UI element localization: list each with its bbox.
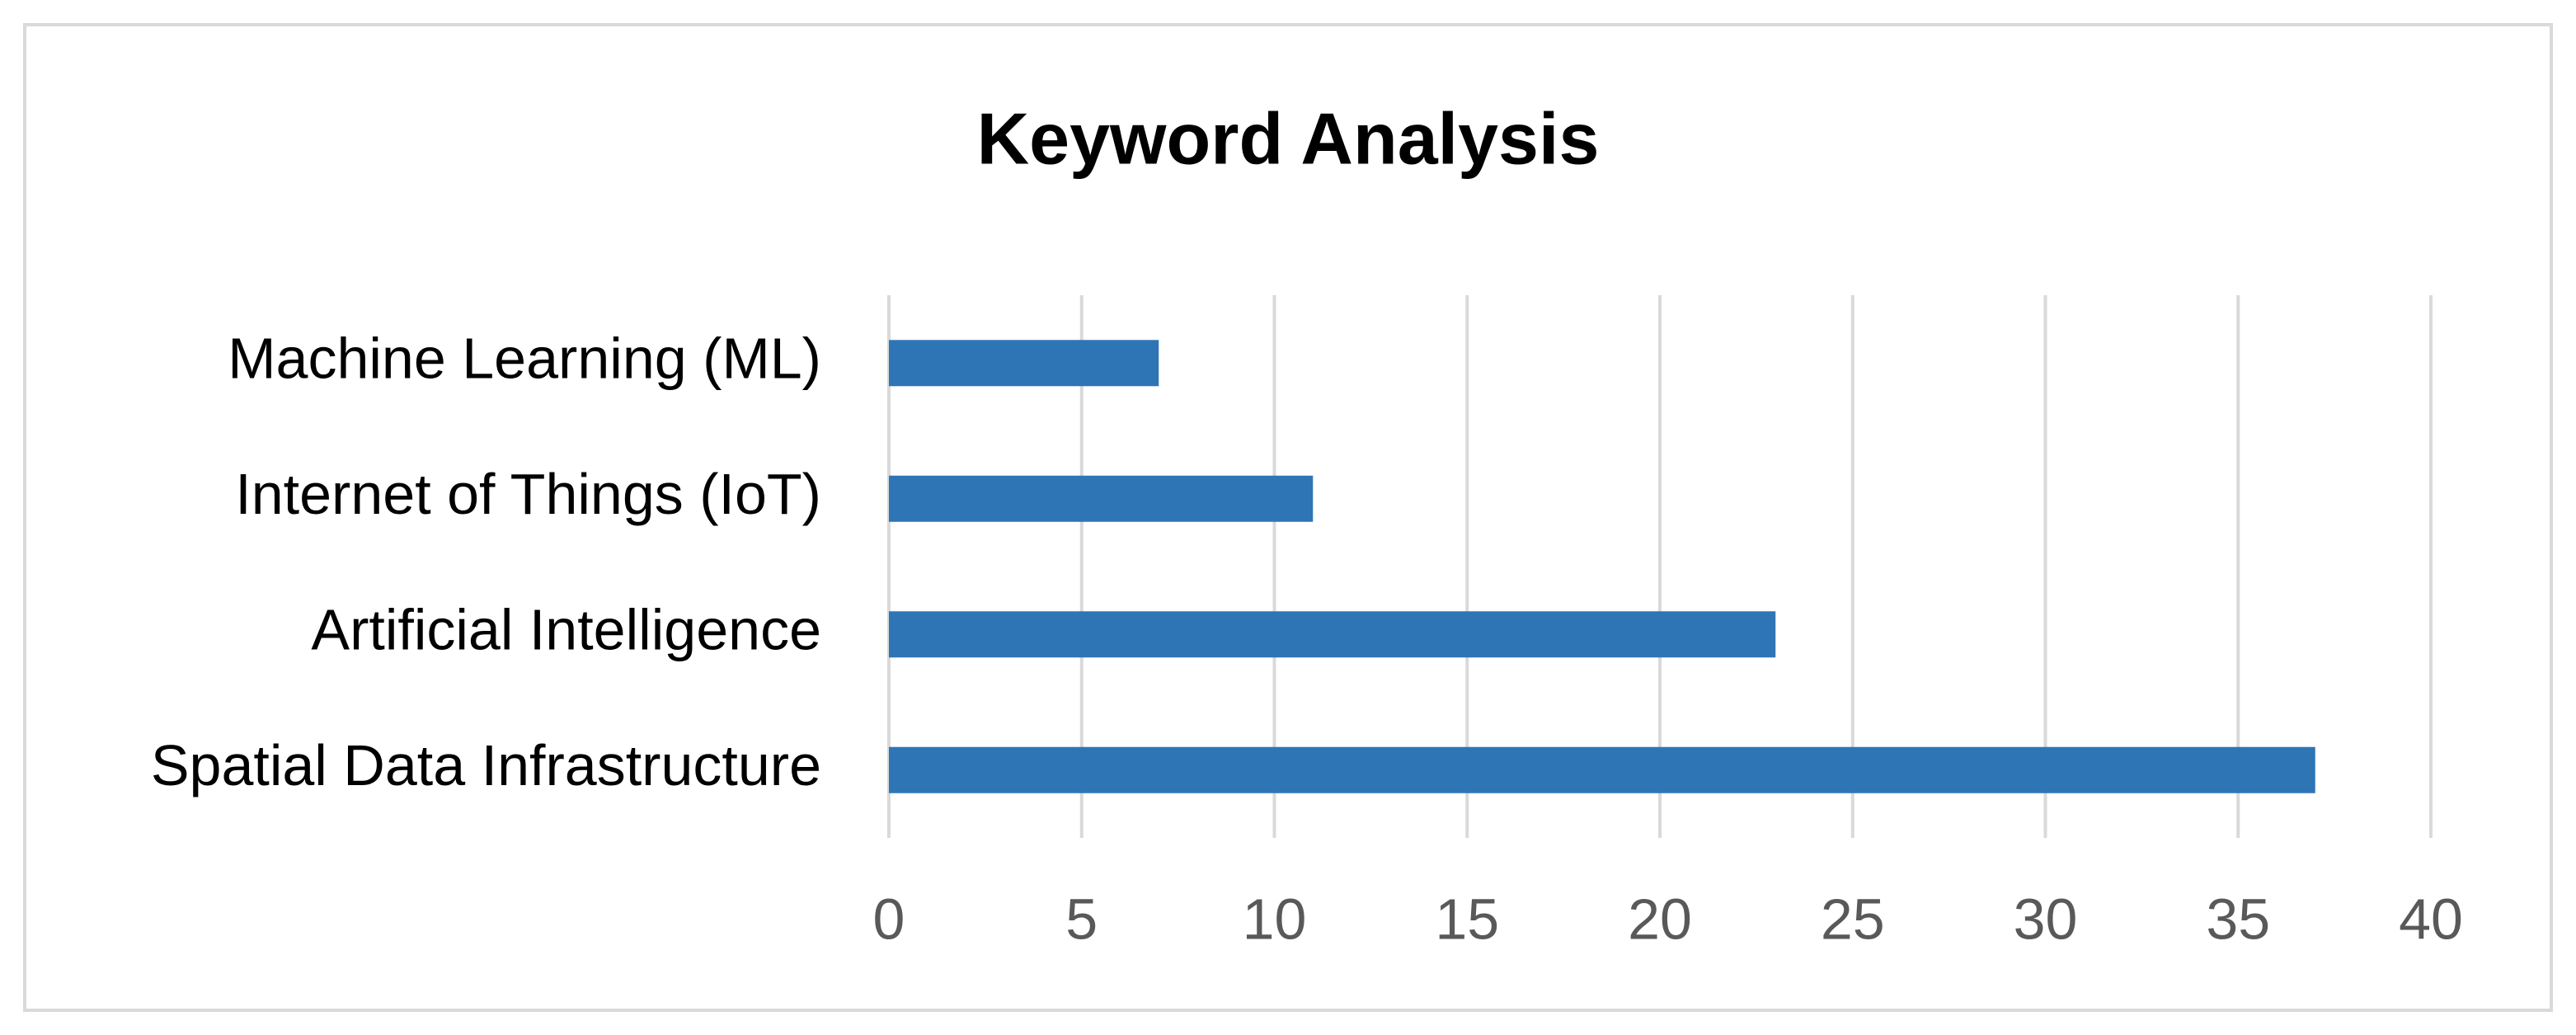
bar (889, 746, 2315, 793)
x-tick-label: 15 (1435, 887, 1499, 951)
x-tick-label: 35 (2206, 887, 2270, 951)
x-tick-label: 5 (1065, 887, 1098, 951)
x-tick-label: 40 (2399, 887, 2463, 951)
x-tick-label: 25 (1821, 887, 1885, 951)
bar (889, 475, 1314, 522)
bar (889, 611, 1776, 658)
y-tick-label: Machine Learning (ML) (228, 327, 821, 391)
y-tick-label: Artificial Intelligence (311, 598, 821, 662)
x-tick-label: 30 (2014, 887, 2078, 951)
bar (889, 340, 1159, 387)
y-tick-label: Spatial Data Infrastructure (151, 733, 821, 797)
x-tick-label: 10 (1243, 887, 1307, 951)
y-tick-label: Internet of Things (IoT) (235, 462, 821, 526)
chart-title: Keyword Analysis (977, 97, 1600, 179)
x-tick-label: 0 (873, 887, 905, 951)
x-tick-label: 20 (1628, 887, 1692, 951)
